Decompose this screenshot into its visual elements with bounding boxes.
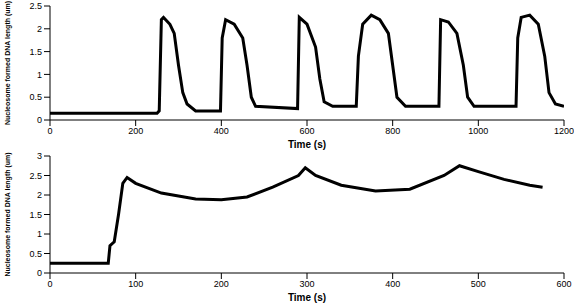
svg-text:100: 100: [128, 279, 143, 289]
svg-text:400: 400: [385, 279, 400, 289]
svg-text:Time (s): Time (s): [288, 139, 326, 150]
svg-text:2: 2: [37, 24, 42, 34]
svg-text:Nucleosome formed DNA length (: Nucleosome formed DNA length (um): [8, 1, 12, 125]
svg-text:1: 1: [37, 70, 42, 80]
svg-text:0: 0: [47, 279, 52, 289]
svg-text:200: 200: [214, 279, 229, 289]
svg-text:1200: 1200: [554, 126, 566, 136]
svg-text:2: 2: [37, 190, 42, 200]
svg-text:0: 0: [47, 126, 52, 136]
svg-text:200: 200: [128, 126, 143, 136]
svg-text:500: 500: [471, 279, 486, 289]
svg-text:Nucleosome formed DNA length (: Nucleosome formed DNA length (um): [8, 152, 12, 276]
svg-text:1000: 1000: [468, 126, 488, 136]
svg-text:1: 1: [37, 229, 42, 239]
svg-text:Time (s): Time (s): [288, 292, 326, 303]
svg-text:800: 800: [385, 126, 400, 136]
svg-text:0: 0: [37, 268, 42, 278]
svg-text:600: 600: [556, 279, 566, 289]
svg-text:2.5: 2.5: [29, 171, 42, 181]
svg-text:0.5: 0.5: [29, 249, 42, 259]
svg-text:0: 0: [37, 115, 42, 125]
svg-text:1.5: 1.5: [29, 47, 42, 57]
svg-text:400: 400: [214, 126, 229, 136]
svg-text:600: 600: [299, 126, 314, 136]
svg-text:2.5: 2.5: [29, 1, 42, 11]
svg-text:3: 3: [37, 151, 42, 161]
svg-text:0.5: 0.5: [29, 92, 42, 102]
svg-text:300: 300: [299, 279, 314, 289]
svg-text:1.5: 1.5: [29, 210, 42, 220]
